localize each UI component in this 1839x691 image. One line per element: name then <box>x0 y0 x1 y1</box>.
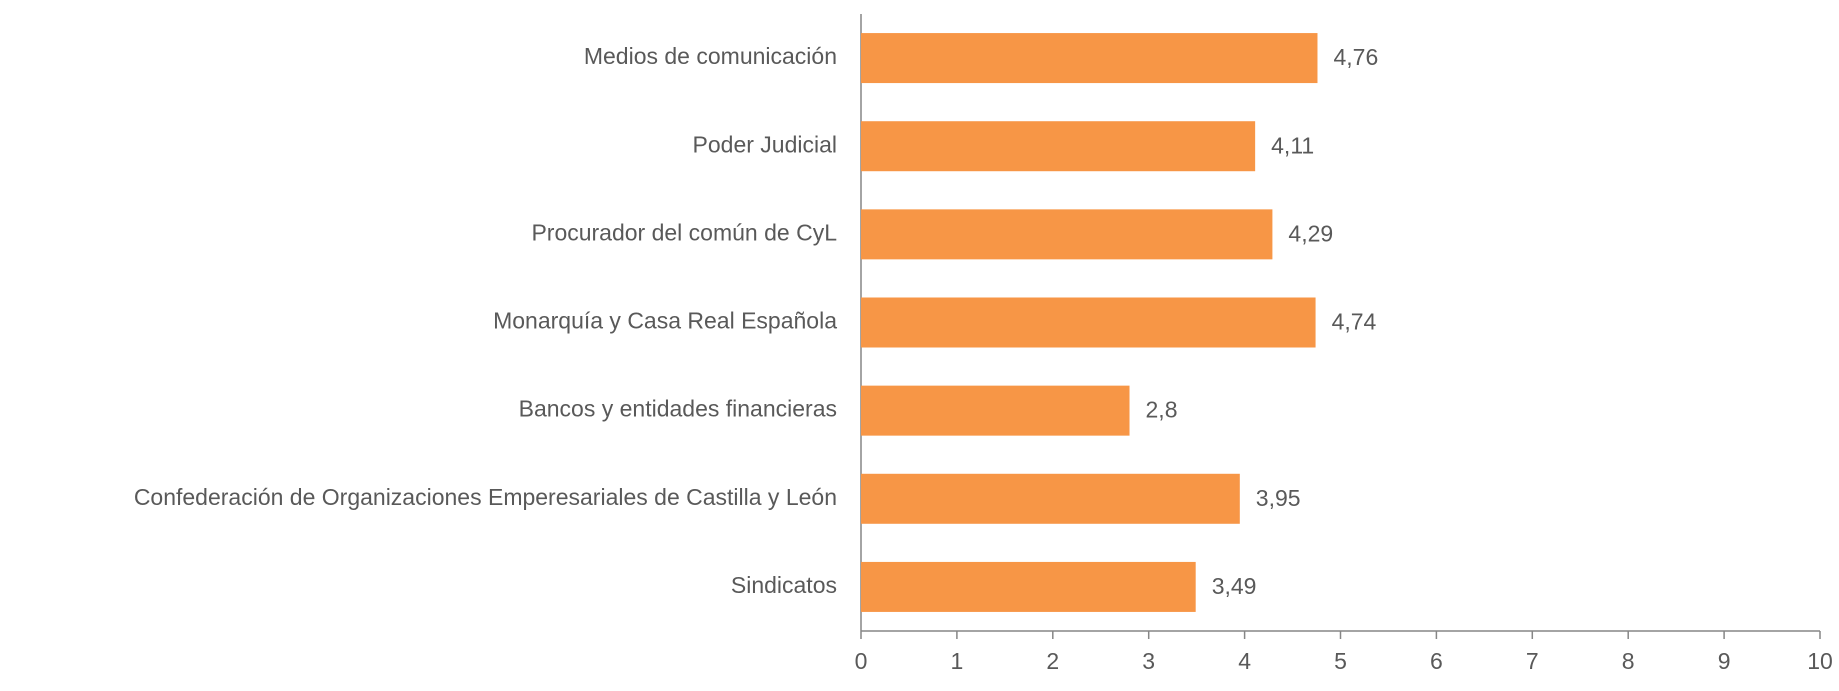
value-label: 3,95 <box>1256 485 1301 511</box>
x-tick-label: 6 <box>1430 648 1443 674</box>
y-tick-label: Poder Judicial <box>693 131 837 157</box>
x-tick-label: 1 <box>951 648 964 674</box>
x-tick-label: 7 <box>1526 648 1539 674</box>
x-tick-label: 4 <box>1238 648 1251 674</box>
bar <box>861 33 1318 84</box>
y-tick-label: Monarquía y Casa Real Española <box>493 308 837 334</box>
x-tick-label: 0 <box>855 648 868 674</box>
x-tick-label: 9 <box>1718 648 1731 674</box>
value-label: 4,11 <box>1271 132 1314 158</box>
x-tick-label: 3 <box>1142 648 1155 674</box>
y-tick-label: Confederación de Organizaciones Emperesa… <box>134 484 837 510</box>
bar <box>861 297 1316 348</box>
value-label: 4,76 <box>1333 44 1378 70</box>
value-label: 2,8 <box>1146 397 1178 423</box>
value-label: 3,49 <box>1212 573 1257 599</box>
bar <box>861 473 1240 524</box>
y-tick-label: Sindicatos <box>731 572 837 598</box>
x-tick-label: 8 <box>1622 648 1635 674</box>
x-tick-label: 5 <box>1334 648 1347 674</box>
value-label: 4,74 <box>1332 309 1377 335</box>
value-label: 4,29 <box>1288 220 1333 246</box>
bar <box>861 209 1273 260</box>
y-tick-label: Procurador del común de CyL <box>531 219 837 245</box>
bar <box>861 385 1130 436</box>
bar <box>861 121 1256 172</box>
x-tick-label: 2 <box>1046 648 1059 674</box>
y-tick-label: Medios de comunicación <box>584 43 837 69</box>
x-tick-label: 10 <box>1807 648 1833 674</box>
bar <box>861 561 1196 612</box>
y-tick-label: Bancos y entidades financieras <box>519 396 837 422</box>
